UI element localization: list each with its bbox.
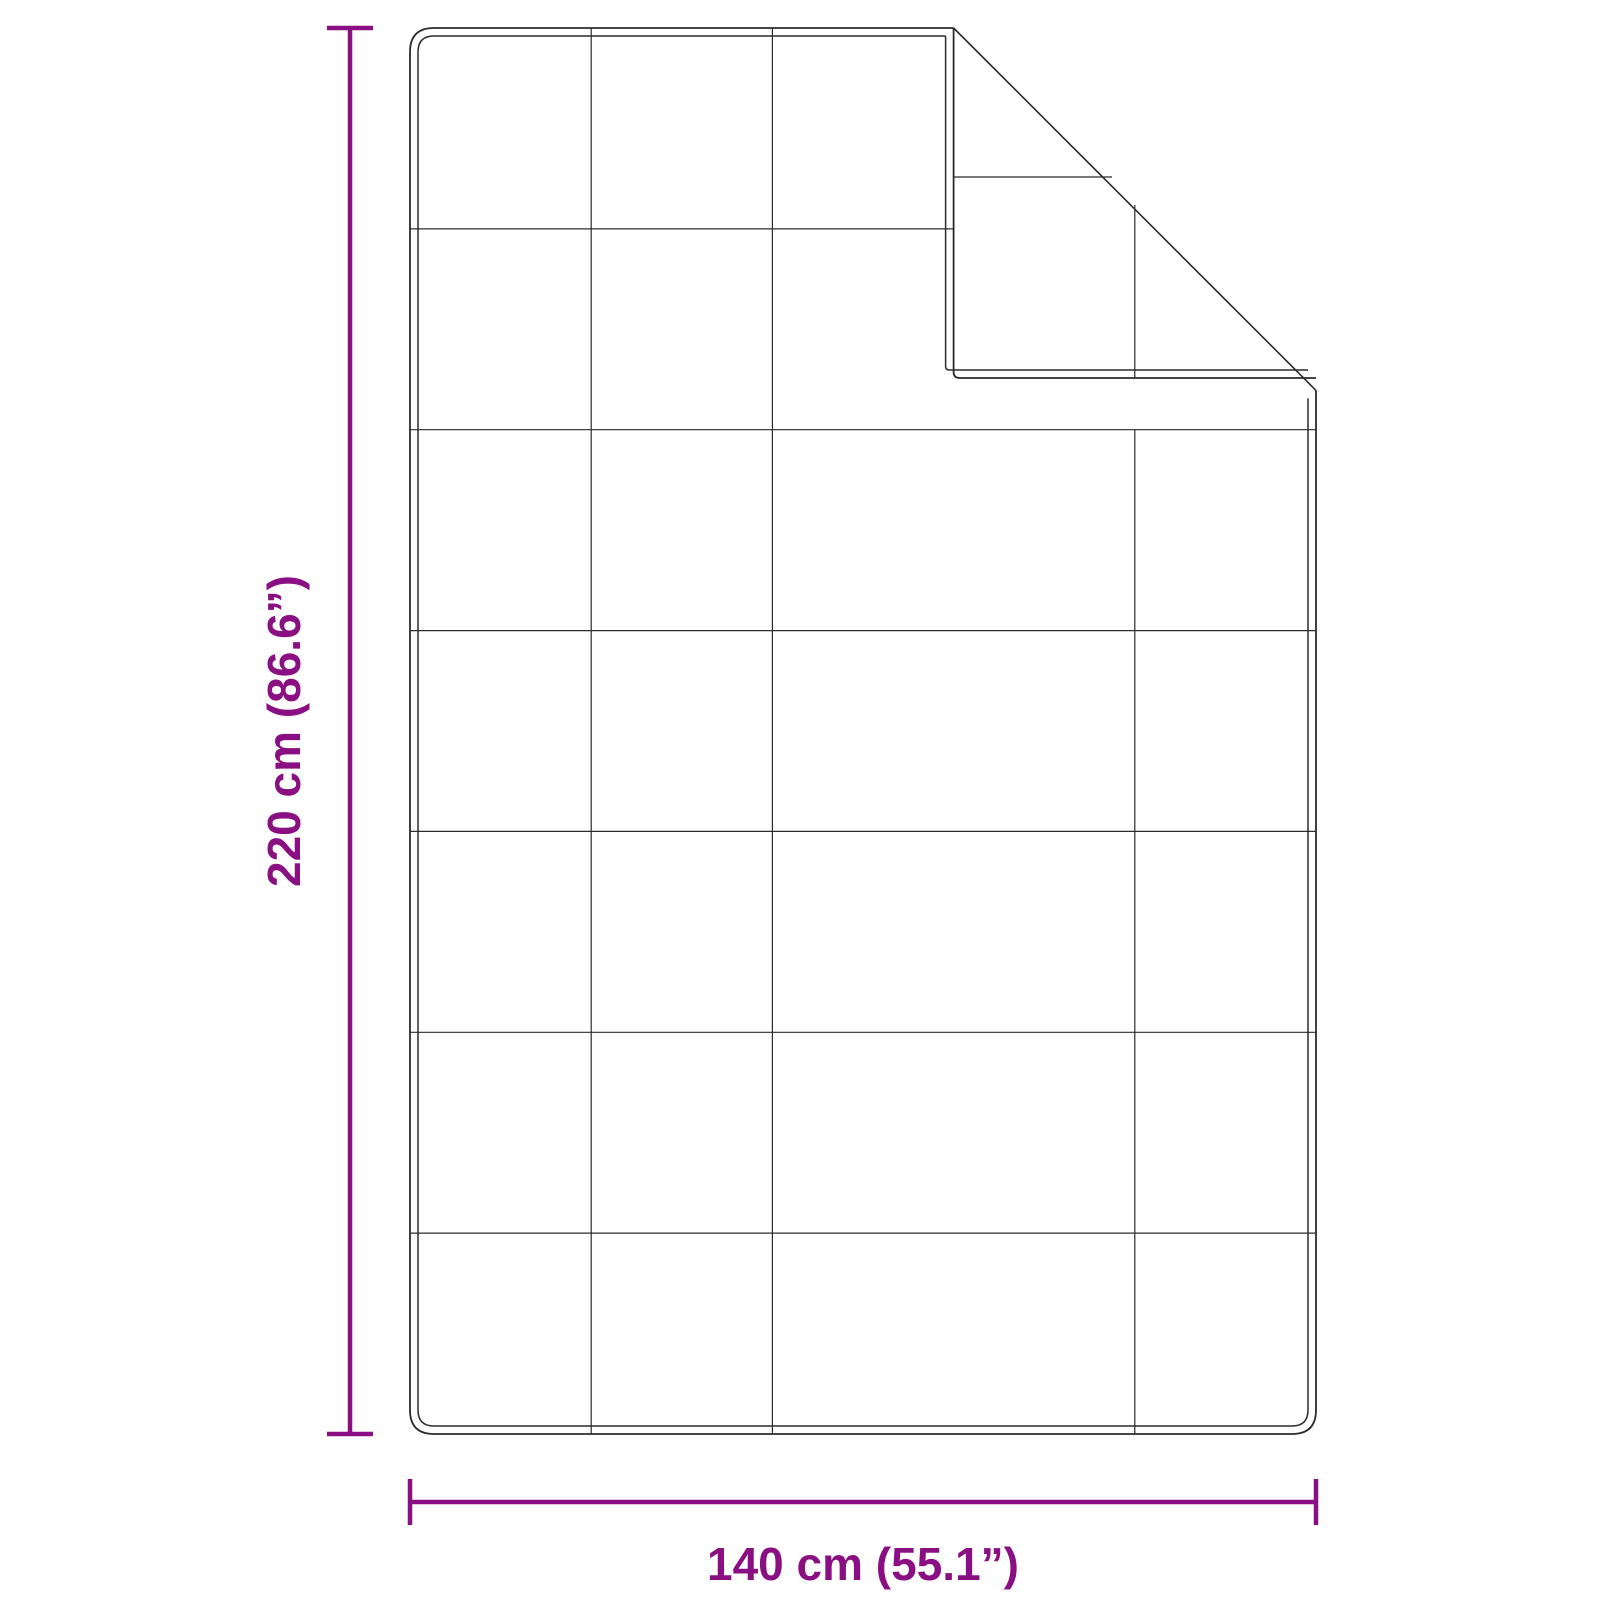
svg-text:140 cm (55.1”): 140 cm (55.1”) bbox=[707, 1538, 1019, 1590]
svg-text:220 cm (86.6”): 220 cm (86.6”) bbox=[258, 575, 310, 887]
